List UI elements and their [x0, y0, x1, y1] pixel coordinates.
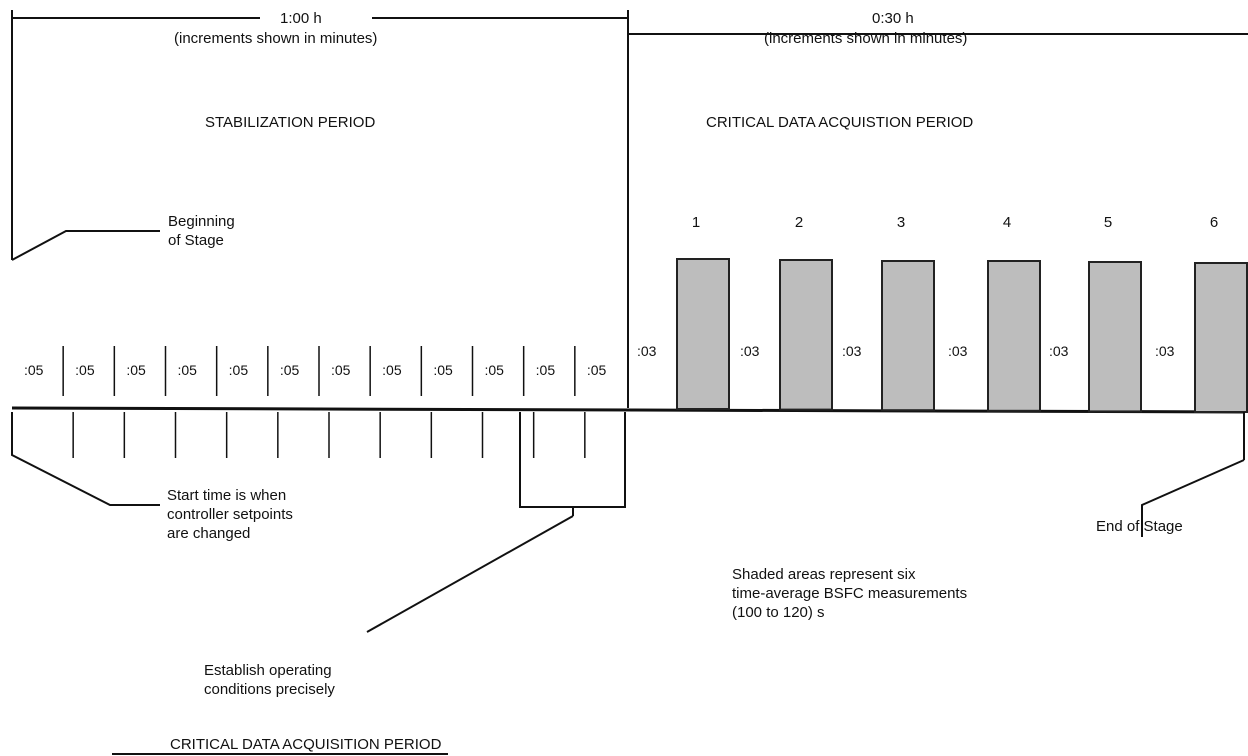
end-of-stage-label: End of Stage: [1096, 518, 1183, 535]
right-increments-note: (increments shown in minutes): [764, 30, 968, 47]
segment-duration-label: :05: [24, 362, 44, 378]
measurement-number: 1: [691, 214, 701, 231]
segment-duration-label: :05: [331, 362, 351, 378]
start-time-pointer: [11, 412, 160, 506]
footer-caption: CRITICAL DATA ACQUISITION PERIOD: [170, 736, 442, 753]
segment-duration-label: :05: [279, 362, 300, 378]
right-duration-label: 0:30 h: [872, 10, 914, 27]
measurement-number: 6: [1209, 214, 1219, 231]
establish-conditions-label: Establish operating conditions precisely: [204, 662, 335, 698]
stabilization-period-title: STABILIZATION PERIOD: [205, 114, 376, 131]
stabilization-lower-ticks: [72, 412, 586, 458]
segment-duration-label: :05: [433, 362, 453, 378]
measurement-bars: [676, 258, 1248, 413]
stabilization-upper-ticks: [62, 346, 576, 396]
critical-period-title: CRITICAL DATA ACQUISTION PERIOD: [706, 114, 974, 131]
measurement-bar: [1088, 261, 1142, 413]
segment-duration-label: :05: [177, 362, 197, 378]
gap-duration-label: :03: [948, 343, 968, 359]
establish-pointer-b: [366, 515, 574, 633]
gap-duration-label: :03: [1049, 343, 1069, 359]
start-time-label: Start time is when controller setpoints …: [167, 487, 293, 542]
segment-duration-label: :05: [484, 362, 504, 378]
measurement-number: 3: [896, 214, 906, 231]
time-axis: [11, 406, 1245, 414]
measurement-bar: [881, 260, 935, 412]
segment-duration-label: :05: [75, 362, 95, 378]
segment-duration-label: :05: [535, 362, 556, 378]
measurement-bar: [1194, 262, 1248, 413]
measurement-bar: [676, 258, 730, 410]
shaded-areas-note: Shaded areas represent six time-average …: [732, 566, 968, 621]
gap-duration-label: :03: [637, 343, 657, 359]
measurement-number: 2: [794, 214, 804, 231]
left-duration-label: 1:00 h: [280, 10, 322, 27]
segment-duration-label: :05: [586, 362, 607, 378]
end-pointer: [1141, 459, 1245, 537]
establish-bracket: [519, 412, 626, 508]
segment-duration-label: :05: [382, 362, 402, 378]
measurement-number: 5: [1103, 214, 1113, 231]
measurement-bar: [987, 260, 1041, 412]
beginning-pointer: [11, 230, 160, 261]
measurement-bar: [779, 259, 833, 411]
segment-duration-label: :05: [228, 362, 249, 378]
gap-duration-label: :03: [1155, 343, 1175, 359]
gap-duration-label: :03: [740, 343, 760, 359]
segment-duration-label: :05: [126, 362, 146, 378]
measurement-number: 4: [1002, 214, 1012, 231]
gap-duration-label: :03: [842, 343, 862, 359]
left-increments-note: (increments shown in minutes): [174, 30, 378, 47]
beginning-of-stage-label: Beginning of Stage: [168, 213, 235, 249]
